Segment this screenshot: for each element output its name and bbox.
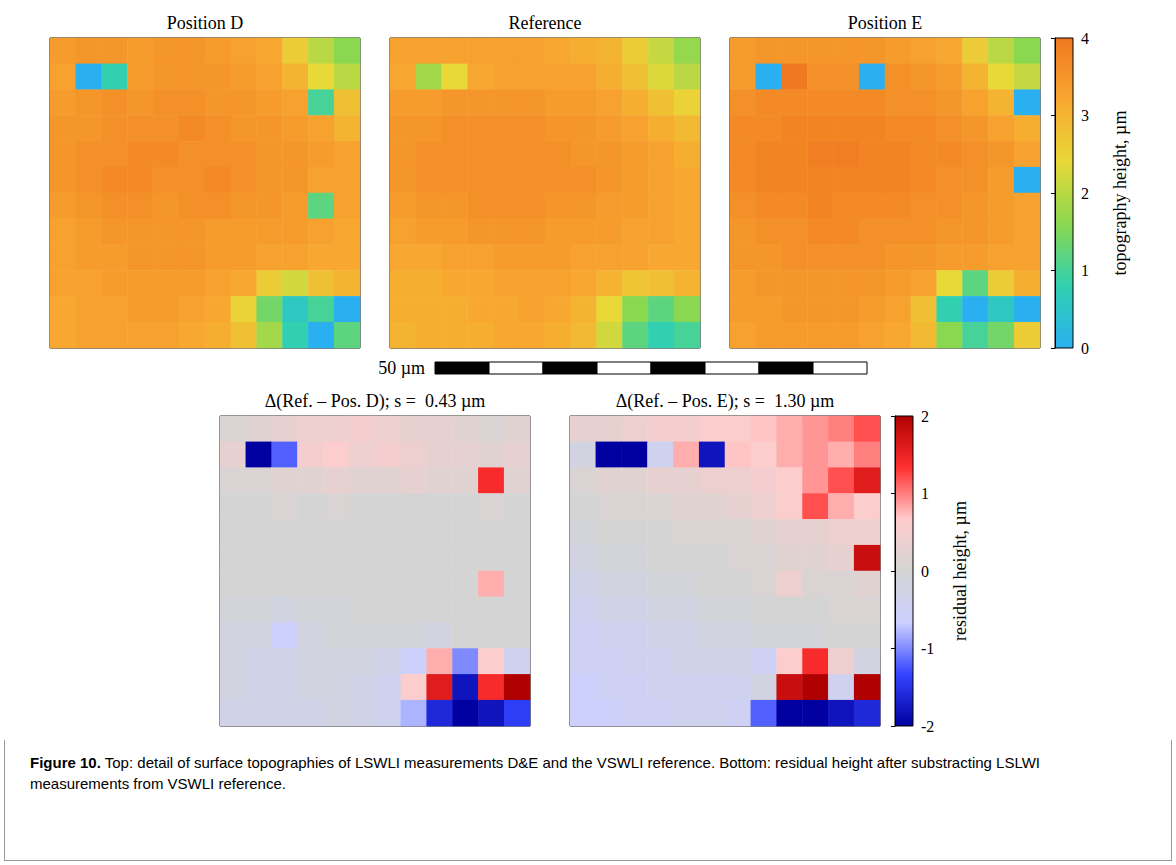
svg-text:4: 4 [1081, 30, 1089, 47]
svg-text:Position D: Position D [167, 13, 244, 33]
svg-text:0: 0 [1081, 340, 1089, 357]
svg-text:-2: -2 [921, 718, 934, 735]
svg-text:2: 2 [1081, 185, 1089, 202]
svg-text:Δ(Ref. – Pos. D); s = 0.43 µm: Δ(Ref. – Pos. D); s = 0.43 µm [265, 391, 486, 412]
svg-text:2: 2 [921, 408, 929, 425]
svg-text:3: 3 [1081, 107, 1089, 124]
html-text:Figure 10. Top: detail of surf: Figure 10. Top: detail of surface topogr… [30, 754, 1040, 792]
svg-text:topography height, µm: topography height, µm [1110, 111, 1130, 276]
svg-text:Position E: Position E [848, 13, 923, 33]
svg-text:0: 0 [921, 563, 929, 580]
svg-text:1: 1 [921, 485, 929, 502]
svg-text:-1: -1 [921, 640, 934, 657]
svg-text:1: 1 [1081, 262, 1089, 279]
svg-text:Reference: Reference [509, 13, 582, 33]
svg-text:Δ(Ref. – Pos. E); s = 1.30 µm: Δ(Ref. – Pos. E); s = 1.30 µm [616, 391, 835, 412]
svg-text:50 µm: 50 µm [378, 358, 425, 378]
svg-text:residual height, µm: residual height, µm [950, 501, 970, 641]
